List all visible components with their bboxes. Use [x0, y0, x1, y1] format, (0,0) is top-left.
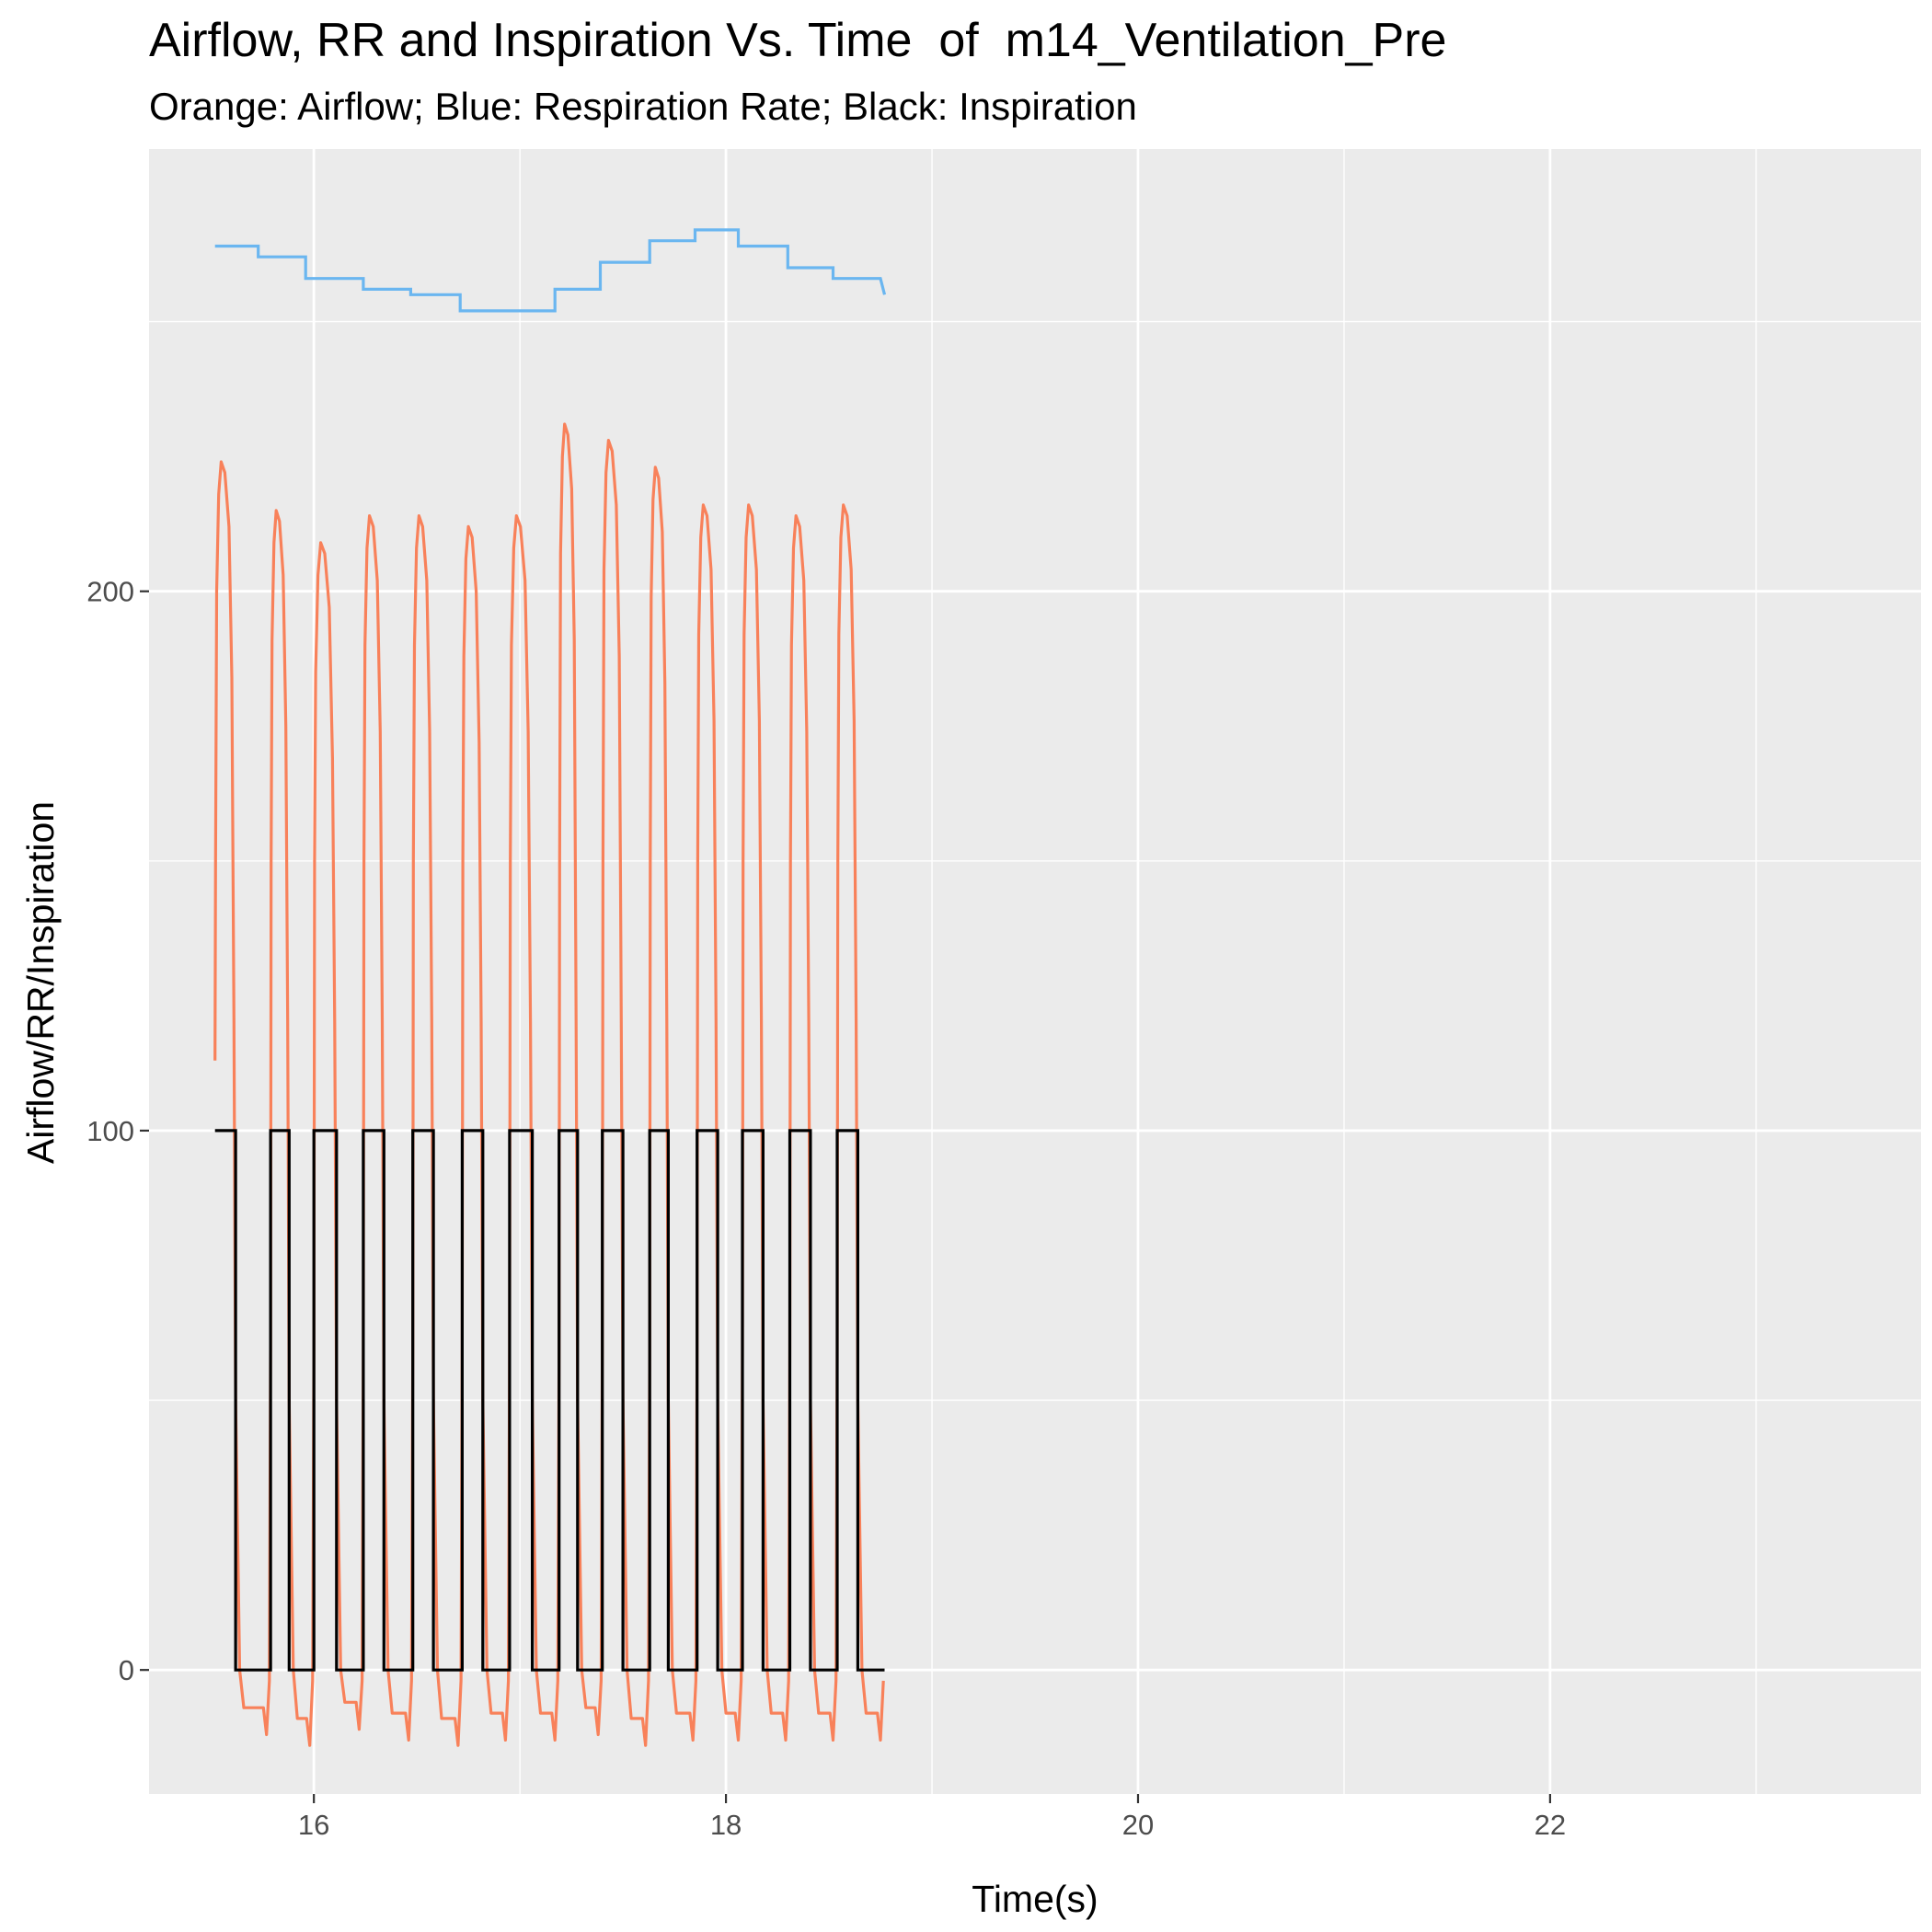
series-layer [213, 228, 887, 1747]
y-tick-label: 100 [86, 1115, 134, 1147]
x-tick-label: 16 [298, 1809, 329, 1841]
x-axis-title: Time(s) [972, 1878, 1098, 1920]
inspiration-line [214, 1129, 885, 1672]
plot-panel [149, 149, 1921, 1794]
y-tick-label: 200 [86, 576, 134, 608]
y-axis-title: Airflow/RR/Inspiration [19, 801, 62, 1164]
tick-labels: 16 18 20 22 0 100 200 [86, 576, 1566, 1841]
minor-gridlines [149, 149, 1921, 1794]
x-tick-label: 18 [710, 1809, 742, 1841]
chart-subtitle: Orange: Airflow; Blue: Respiration Rate;… [149, 85, 1137, 128]
chart-title: Airflow, RR and Inspiration Vs. Time of … [149, 14, 1447, 67]
axis-ticks [140, 590, 1551, 1803]
respiration-rate-line [214, 228, 887, 313]
y-tick-label: 0 [119, 1654, 134, 1686]
x-tick-label: 22 [1535, 1809, 1566, 1841]
x-tick-label: 20 [1122, 1809, 1154, 1841]
